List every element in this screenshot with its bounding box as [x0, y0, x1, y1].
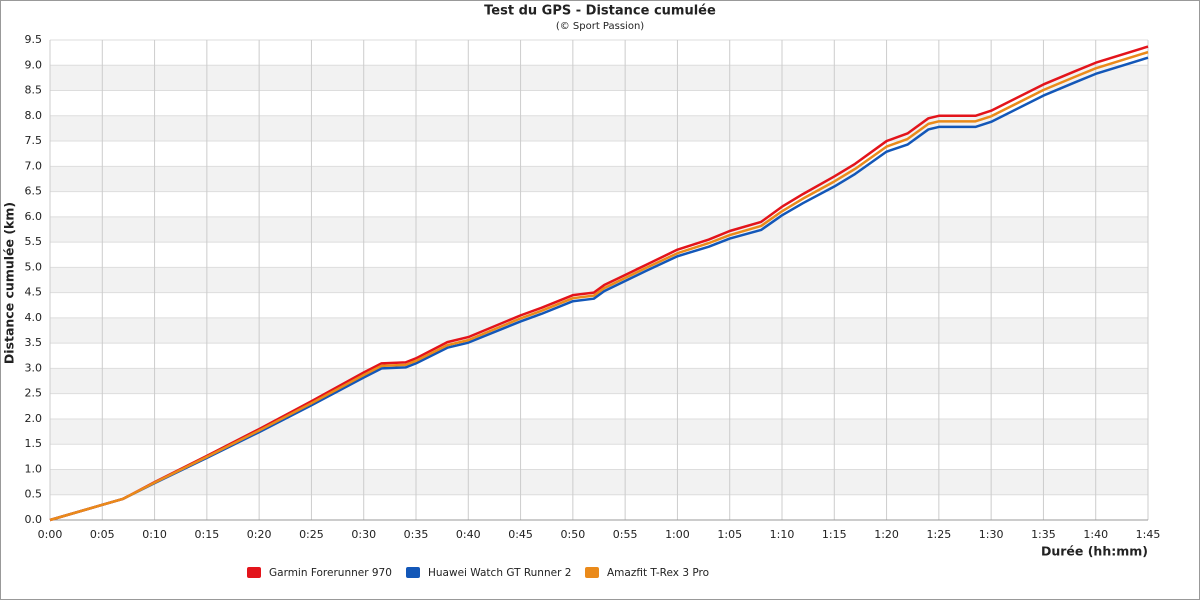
y-tick-label: 9.0	[25, 58, 43, 71]
x-tick-label: 0:15	[195, 528, 220, 541]
x-tick-label: 1:15	[822, 528, 847, 541]
grid-band	[50, 115, 1148, 142]
x-axis-title: Durée (hh:mm)	[1041, 544, 1148, 559]
x-tick-label: 0:05	[90, 528, 115, 541]
x-tick-label: 0:10	[142, 528, 167, 541]
x-tick-label: 0:30	[351, 528, 376, 541]
y-axis-title: Distance cumulée (km)	[2, 202, 17, 364]
y-tick-label: 2.0	[25, 412, 43, 425]
y-tick-label: 6.5	[25, 185, 43, 198]
y-tick-label: 6.0	[25, 210, 43, 223]
grid-band	[50, 368, 1148, 394]
y-tick-label: 5.5	[25, 235, 43, 248]
legend-label: Garmin Forerunner 970	[269, 567, 392, 579]
x-tick-label: 1:10	[770, 528, 795, 541]
y-tick-label: 1.0	[25, 462, 43, 475]
x-tick-label: 1:20	[874, 528, 899, 541]
x-tick-label: 0:00	[38, 528, 63, 541]
grid-band	[50, 166, 1148, 192]
series-line	[49, 45, 1149, 522]
grid-band	[50, 469, 1148, 495]
series-line	[49, 50, 1149, 522]
y-tick-label: 8.5	[25, 84, 43, 97]
y-tick-label: 5.0	[25, 260, 43, 273]
legend-label: Huawei Watch GT Runner 2	[428, 567, 571, 579]
x-tick-label: 1:40	[1083, 528, 1108, 541]
chart-subtitle: (© Sport Passion)	[556, 21, 644, 32]
y-tick-label: 9.5	[25, 33, 43, 46]
chart-title: Test du GPS - Distance cumulée	[484, 4, 716, 19]
grid-band	[50, 216, 1148, 243]
x-tick-label: 0:45	[508, 528, 533, 541]
legend-label: Amazfit T-Rex 3 Pro	[607, 567, 709, 579]
x-tick-label: 0:55	[613, 528, 638, 541]
x-tick-label: 1:05	[717, 528, 742, 541]
y-tick-label: 7.5	[25, 134, 43, 147]
x-tick-label: 1:00	[665, 528, 690, 541]
x-tick-label: 0:35	[404, 528, 429, 541]
legend-swatch	[585, 567, 599, 578]
y-tick-label: 3.0	[25, 361, 43, 374]
y-tick-label: 0.5	[25, 488, 43, 501]
grid-band	[50, 418, 1148, 445]
y-tick-label: 3.5	[25, 336, 43, 349]
y-tick-label: 4.5	[25, 286, 43, 299]
legend-swatch	[406, 567, 420, 578]
x-tick-label: 0:40	[456, 528, 481, 541]
y-tick-label: 0.0	[25, 513, 43, 526]
grid-band	[50, 317, 1148, 344]
x-tick-label: 0:50	[561, 528, 586, 541]
legend-swatch	[247, 567, 261, 578]
x-tick-label: 1:35	[1031, 528, 1056, 541]
x-tick-label: 0:20	[247, 528, 272, 541]
x-tick-label: 1:25	[927, 528, 952, 541]
y-tick-label: 1.5	[25, 437, 43, 450]
x-tick-label: 0:25	[299, 528, 324, 541]
x-tick-label: 1:45	[1136, 528, 1161, 541]
y-tick-label: 2.5	[25, 387, 43, 400]
grid-band	[50, 65, 1148, 91]
y-tick-label: 7.0	[25, 159, 43, 172]
x-tick-label: 1:30	[979, 528, 1004, 541]
series-line	[49, 56, 1149, 522]
y-tick-label: 8.0	[25, 109, 43, 122]
y-tick-label: 4.0	[25, 311, 43, 324]
